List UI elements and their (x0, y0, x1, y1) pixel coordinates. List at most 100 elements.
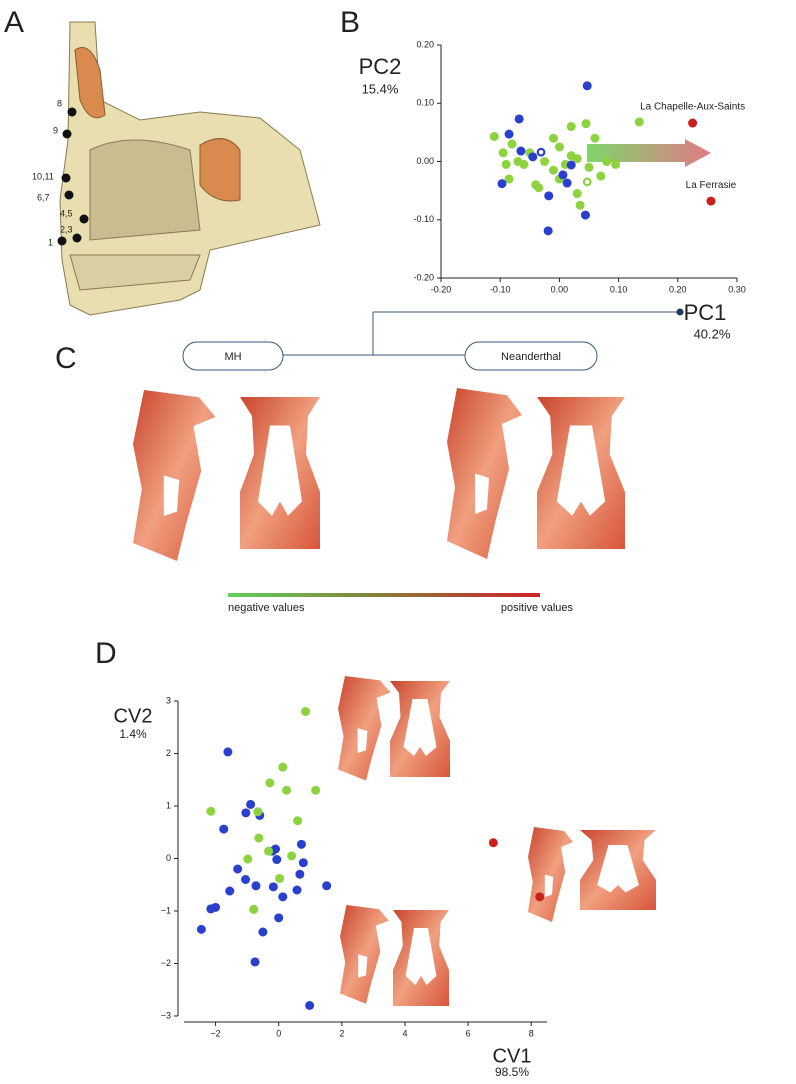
y-tick-label: −2 (161, 958, 171, 968)
y-axis-label: PC2 (359, 54, 402, 79)
landmarks (57, 107, 89, 246)
group-box (182, 341, 284, 371)
point (504, 129, 514, 139)
point (301, 707, 311, 716)
point (611, 159, 621, 169)
x-tick-label: -0.10 (490, 284, 511, 294)
y-tick-label: 0.10 (416, 98, 434, 108)
landmark-label: 9 (53, 125, 58, 135)
point (278, 762, 288, 772)
point (253, 807, 263, 817)
point (241, 875, 251, 884)
x-axis-label: CV1 (493, 1045, 532, 1067)
gradient-label: positive values (501, 602, 574, 614)
point (575, 200, 585, 210)
point (528, 152, 538, 162)
point (489, 131, 499, 141)
point (225, 886, 235, 896)
y-tick-label: 0 (166, 853, 171, 863)
point (572, 154, 582, 164)
point (581, 119, 591, 129)
point (498, 148, 508, 158)
x-tick-label: 2 (339, 1028, 344, 1038)
x-tick-label: 0.00 (551, 284, 569, 294)
point (534, 183, 544, 193)
y-tick-label: 1 (166, 800, 171, 810)
gradient-label: negative values (228, 602, 305, 614)
point (287, 851, 297, 861)
connector-dot (676, 308, 684, 316)
panel-letter: C (55, 342, 77, 375)
panel-letter: A (4, 6, 24, 39)
point (246, 799, 256, 809)
point (206, 904, 216, 914)
point (275, 873, 285, 883)
point (548, 165, 558, 175)
point (514, 114, 524, 124)
landmark-label: 6,7 (37, 192, 50, 202)
panel-letter: B (340, 6, 360, 39)
x-axis-sublabel: 40.2% (694, 326, 731, 341)
point (543, 226, 553, 236)
point (298, 858, 308, 868)
x-tick-label: 0.30 (728, 284, 746, 294)
point (590, 133, 600, 143)
color-gradient (228, 593, 540, 597)
point (274, 913, 284, 923)
point (582, 81, 592, 91)
point (233, 864, 243, 874)
x-tick-label: 0.10 (610, 284, 628, 294)
point (305, 1001, 315, 1010)
point (278, 892, 288, 902)
x-tick-label: −2 (210, 1028, 220, 1038)
point (501, 159, 511, 169)
y-tick-label: 0.00 (416, 156, 434, 166)
y-axis-label: CV2 (114, 705, 153, 727)
point (250, 957, 260, 967)
y-tick-label: -0.10 (413, 214, 434, 224)
point (554, 142, 564, 152)
point (271, 844, 281, 854)
point (258, 927, 268, 937)
point (580, 210, 590, 220)
point (566, 160, 576, 170)
x-tick-label: 4 (402, 1028, 407, 1038)
y-axis-sublabel: 1.4% (119, 727, 147, 741)
point (516, 146, 526, 156)
point (540, 157, 550, 166)
point (688, 118, 698, 128)
point (206, 806, 216, 816)
point (249, 904, 259, 914)
group-label: Neanderthal (501, 351, 561, 363)
point (535, 892, 545, 902)
group-box (464, 341, 598, 371)
point (558, 170, 568, 180)
point (293, 816, 303, 826)
y-tick-label: 0.20 (416, 39, 434, 49)
point (223, 747, 233, 757)
point (504, 174, 514, 184)
point (196, 924, 206, 934)
point (243, 854, 253, 864)
x-tick-label: 0 (276, 1028, 281, 1038)
landmark-label: 2,3 (60, 224, 73, 234)
y-tick-label: 2 (166, 748, 171, 758)
y-axis-sublabel: 15.4% (362, 81, 399, 96)
point-label: La Chapelle-Aux-Saints (640, 102, 745, 113)
y-tick-label: −1 (161, 905, 171, 915)
panel-letter: D (95, 637, 117, 670)
x-axis-sublabel: 98.5% (495, 1065, 529, 1079)
point (519, 159, 529, 169)
point (322, 881, 332, 891)
point (582, 177, 592, 187)
landmark-label: 4,5 (60, 208, 73, 218)
point (596, 171, 606, 181)
point (282, 785, 292, 795)
point-label: La Ferrasie (686, 180, 737, 191)
point (272, 855, 282, 865)
point (219, 824, 229, 834)
point (292, 885, 302, 895)
direction-arrow (587, 139, 711, 167)
point (572, 189, 582, 199)
